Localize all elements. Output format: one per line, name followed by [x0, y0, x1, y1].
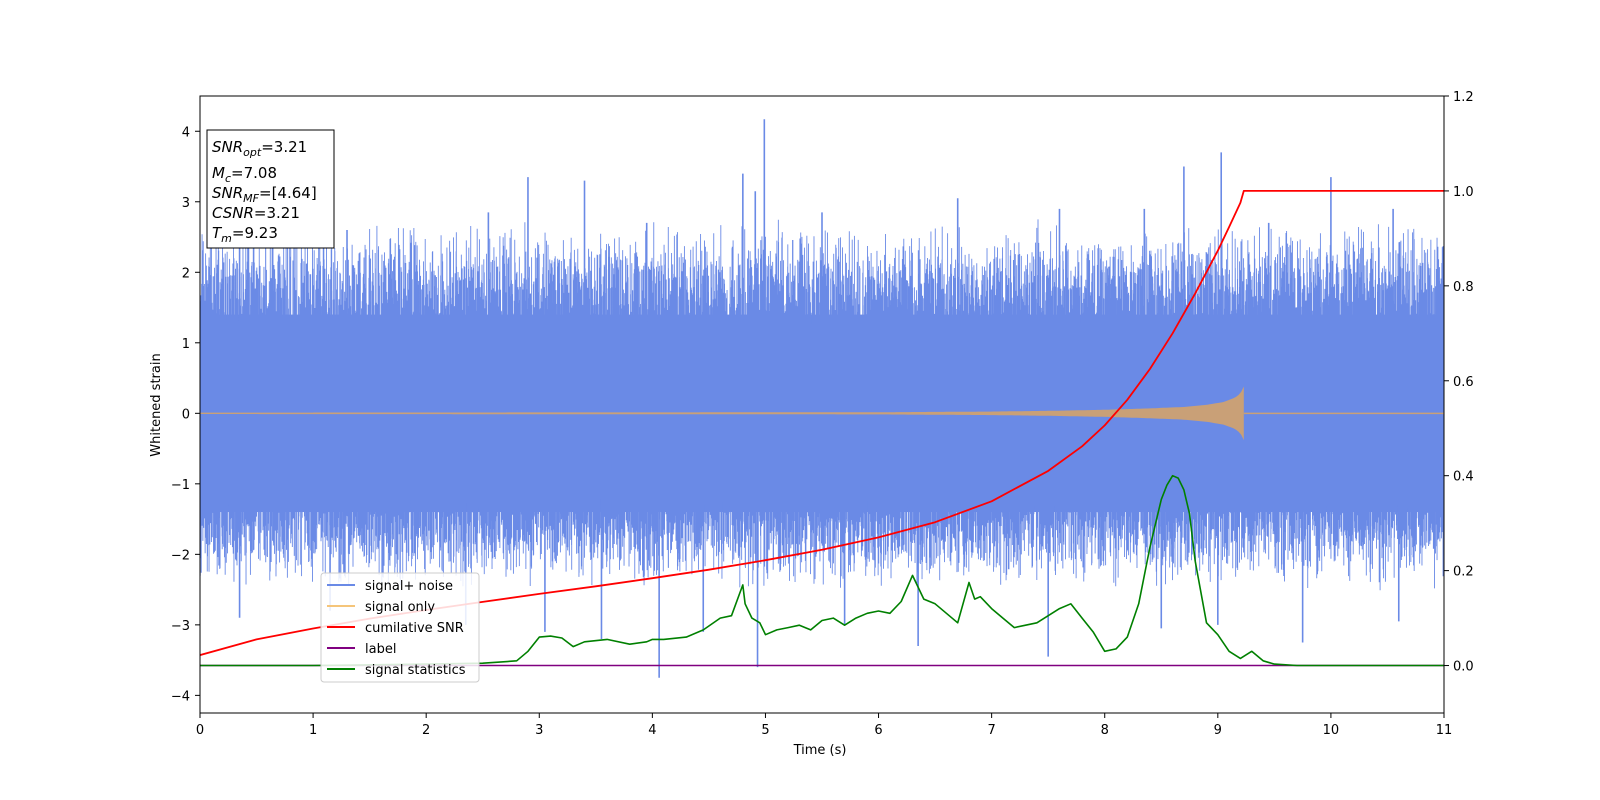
y-left-tick-label: 1 — [182, 337, 190, 352]
x-tick-label: 2 — [422, 723, 430, 738]
y-left-tick-label: 4 — [182, 125, 190, 140]
x-axis: 0 1 2 3 4 5 6 7 8 9 10 11 — [196, 713, 1452, 738]
y-right-tick-label: 0.8 — [1453, 280, 1474, 295]
x-tick-label: 1 — [309, 723, 317, 738]
y-right-tick-label: 0.0 — [1453, 660, 1474, 675]
y-right-tick-label: 0.2 — [1453, 565, 1474, 580]
signal-only-series — [200, 386, 1444, 441]
info-snr-mf: SNRMF=[4.64] — [212, 184, 317, 205]
x-tick-label: 0 — [196, 723, 204, 738]
x-tick-label: 7 — [987, 723, 995, 738]
y-left-tick-label: 2 — [182, 266, 190, 281]
legend-label-label: label — [365, 642, 396, 657]
y-left-tick-label: −3 — [171, 619, 190, 634]
legend: signal+ noise signal only cumilative SNR… — [320, 572, 480, 683]
y-axis-right: 1.2 1.0 0.8 0.6 0.4 0.2 0.0 — [1444, 90, 1474, 675]
info-snr-opt: SNRopt=3.21 — [212, 138, 307, 159]
x-tick-label: 11 — [1436, 723, 1453, 738]
x-tick-label: 5 — [761, 723, 769, 738]
info-mc: Mc=7.08 — [212, 164, 277, 185]
y-right-tick-label: 0.6 — [1453, 375, 1474, 390]
axes-frame — [199, 95, 1445, 714]
info-tm: Tm=9.23 — [212, 224, 278, 245]
info-box-frame — [206, 129, 335, 249]
y-left-tick-label: 3 — [182, 196, 190, 211]
legend-label-cumulative-snr: cumilative SNR — [365, 621, 464, 636]
y-left-tick-label: −4 — [171, 689, 190, 704]
legend-label-signal-noise: signal+ noise — [365, 579, 453, 594]
info-csnr: CSNR=3.21 — [212, 204, 300, 222]
y-left-tick-label: −2 — [171, 548, 190, 563]
y-right-tick-label: 1.2 — [1453, 90, 1474, 105]
signal-envelope — [200, 386, 1244, 441]
x-tick-label: 6 — [874, 723, 882, 738]
legend-label-signal-only: signal only — [365, 600, 435, 615]
y-right-tick-label: 1.0 — [1453, 185, 1474, 200]
x-tick-label: 8 — [1101, 723, 1109, 738]
x-tick-label: 4 — [648, 723, 656, 738]
y-axis-left: 4 3 2 1 0 −1 −2 −3 −4 — [171, 125, 200, 704]
legend-label-signal-statistics: signal statistics — [365, 663, 466, 678]
y-left-tick-label: −1 — [171, 478, 190, 493]
x-tick-label: 3 — [535, 723, 543, 738]
x-axis-label: Time (s) — [793, 743, 847, 758]
info-box: SNRopt=3.21 Mc=7.08 SNRMF=[4.64] CSNR=3.… — [206, 129, 335, 249]
signal-statistics-line — [200, 474, 1444, 667]
x-tick-label: 9 — [1214, 723, 1222, 738]
y-left-tick-label: 0 — [182, 407, 190, 422]
plot-area — [200, 119, 1444, 678]
y-axis-label: Whitened strain — [149, 353, 164, 456]
x-tick-label: 10 — [1323, 723, 1340, 738]
y-right-tick-label: 0.4 — [1453, 470, 1474, 485]
legend-frame — [320, 572, 480, 683]
